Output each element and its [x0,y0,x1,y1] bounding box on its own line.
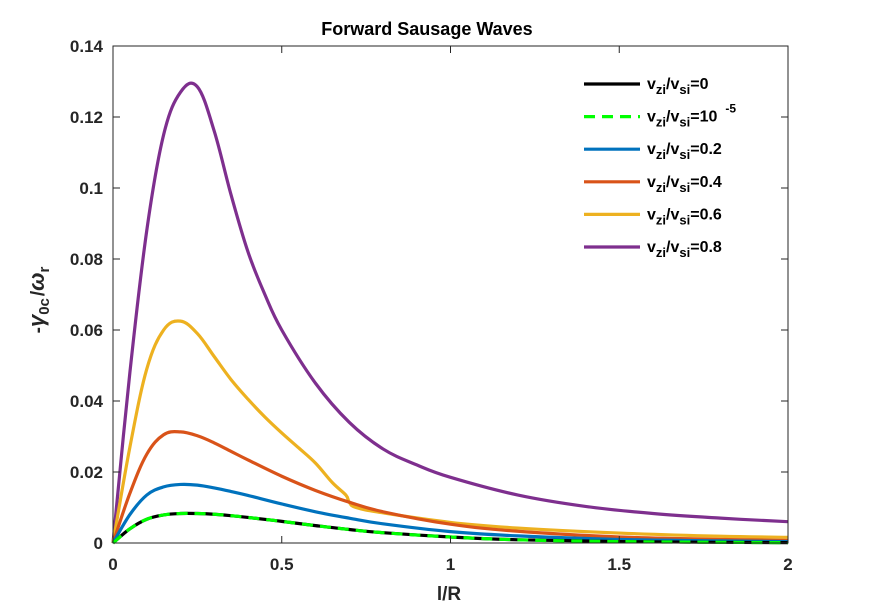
legend-part-s1: zi [656,82,666,97]
x-tick-label: 2 [783,555,792,574]
y-tick-label: 0.14 [70,37,104,56]
y-tick-label: 0.12 [70,108,103,127]
x-axis: 0 0.5 1 1.5 2 [108,46,793,574]
x-tick-label: 1 [446,555,455,574]
legend-part-s2: si [679,212,690,227]
legend-part-s1: zi [656,115,666,130]
legend-entry-1: vzi/vsi=10 -5 [647,102,736,130]
legend-part-v2: v [670,76,679,93]
legend-entry-2: vzi/vsi=0.2 [647,141,722,162]
y-tick-label: 0.04 [70,392,104,411]
legend-part-eq: =0.6 [690,206,722,223]
legend-part-v1: v [647,206,656,223]
legend-entry-0: vzi/vsi=0 [647,76,709,97]
legend-part-eq: =0 [690,76,708,93]
series-line-1 [111,511,789,545]
y-tick-label: 0.08 [70,250,103,269]
legend-part-eq: =0.4 [690,174,722,191]
legend-part-slash: / [666,174,671,191]
legend-part-s2: si [679,245,690,260]
series-line-5 [111,81,789,544]
legend-part-v2: v [670,109,679,126]
legend-part-eq: =0.2 [690,141,722,158]
legend-part-slash: / [666,141,671,158]
y-label-prefix: - [28,327,49,333]
legend-part-slash: / [666,239,671,256]
legend-entry-3: vzi/vsi=0.4 [647,174,722,195]
legend-part-s2: si [679,147,690,162]
y-label-omega-sub: r [36,266,53,272]
legend-part-s1: zi [656,212,666,227]
y-tick-label: 0.1 [79,179,103,198]
plot-lines [111,81,789,545]
legend-part-v1: v [647,174,656,191]
legend-part-v1: v [647,141,656,158]
legend-part-slash: / [666,206,671,223]
legend-part-eq: =0.8 [690,239,722,256]
legend-part-v2: v [670,206,679,223]
legend-part-s2: si [679,82,690,97]
legend-part-v2: v [670,239,679,256]
legend-part-s2: si [679,180,690,195]
legend-part-slash: / [666,76,671,93]
legend-part-s1: zi [656,180,666,195]
x-axis-label: l/R [437,584,462,605]
series-line-2 [111,482,789,544]
x-tick-label: 0.5 [270,555,294,574]
y-axis: 0 0.02 0.04 0.06 0.08 0.1 0.12 0.14 [70,37,788,553]
series-line-4 [111,319,789,544]
legend-part-s2: si [679,115,690,130]
legend-part-v1: v [647,76,656,93]
legend-superscript: -5 [725,102,736,116]
y-label-omega: ω [24,272,49,290]
y-label-slash: / [28,290,49,296]
y-tick-label: 0.02 [70,463,103,482]
series-line-3 [111,430,789,544]
legend-entry-4: vzi/vsi=0.6 [647,206,722,227]
legend-entry-5: vzi/vsi=0.8 [647,239,722,260]
legend-part-s1: zi [656,245,666,260]
y-tick-label: 0 [94,534,103,553]
legend-part-eq: =10 [690,109,717,126]
y-label-gamma-sub: 0c [36,298,53,315]
legend-part-v2: v [670,174,679,191]
legend-part-v2: v [670,141,679,158]
chart-title: Forward Sausage Waves [321,19,532,39]
legend-part-slash: / [666,109,671,126]
y-tick-label: 0.06 [70,321,103,340]
x-tick-label: 1.5 [607,555,631,574]
legend-part-v1: v [647,239,656,256]
legend-part-s1: zi [656,147,666,162]
y-axis-label: -γ0c /ωr [24,266,53,333]
legend-part-v1: v [647,109,656,126]
y-label-gamma: γ [24,313,49,327]
x-tick-label: 0 [108,555,117,574]
